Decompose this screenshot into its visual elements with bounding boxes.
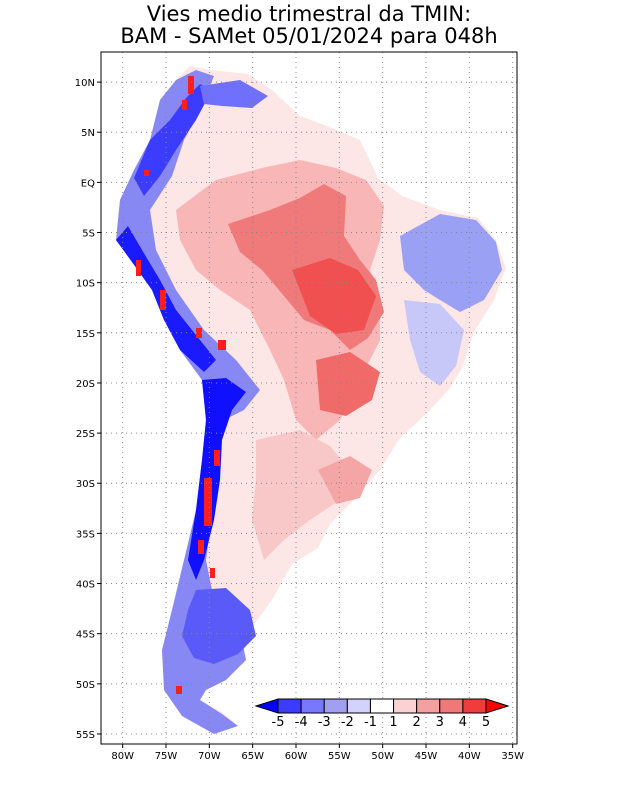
- colorbar-high-arrow: [485, 698, 510, 714]
- lon-tick-label: 50W: [371, 751, 394, 762]
- lon-tick-label: 40W: [458, 751, 481, 762]
- lat-tick-label: 5S: [82, 229, 95, 240]
- colorbar-label: -2: [341, 715, 354, 730]
- lon-tick-label: 75W: [155, 751, 178, 762]
- andes-positive-speckles: [136, 76, 226, 694]
- colorbar-segment: [346, 698, 371, 714]
- lat-tick-label: 10N: [75, 78, 95, 89]
- colorbar-label: 1: [389, 715, 397, 730]
- colombia-negative: [134, 84, 212, 196]
- colorbar-segment: [416, 698, 441, 714]
- lat-tick-label: 20S: [76, 379, 95, 390]
- colorbar-label: -4: [295, 715, 308, 730]
- lat-tick-label: 5N: [81, 128, 95, 139]
- uruguay-positive: [318, 456, 372, 504]
- lon-tick-label: 35W: [501, 751, 524, 762]
- colorbar-segment: [462, 698, 487, 714]
- colorbar-segment: [277, 698, 302, 714]
- colorbar-label: -1: [364, 715, 377, 730]
- colorbar-label: 4: [459, 715, 467, 730]
- lat-tick-label: 30S: [76, 479, 95, 490]
- colorbar-label: -3: [318, 715, 331, 730]
- east-brazil-negative: [404, 300, 464, 386]
- lat-tick-label: 50S: [76, 680, 95, 691]
- colorbar-label: -5: [272, 715, 285, 730]
- lat-tick-label: 45S: [76, 630, 95, 641]
- andes-negative-band: [116, 70, 260, 734]
- mato-grosso-positive: [292, 258, 376, 334]
- colorbar-label: 5: [482, 715, 490, 730]
- lon-tick-label: 80W: [111, 751, 134, 762]
- lon-tick-label: 55W: [328, 751, 351, 762]
- lat-tick-label: 55S: [76, 730, 95, 741]
- lon-tick-label: 60W: [285, 751, 308, 762]
- map-title-line-2: BAM - SAMet 05/01/2024 para 048h: [120, 24, 498, 48]
- colorbar-segment: [439, 698, 464, 714]
- colorbar-segment: [393, 698, 418, 714]
- lat-tick-label: 15S: [76, 329, 95, 340]
- colorbar: -5 -4 -3 -2 -1 1 2 3 4 5: [254, 698, 510, 730]
- map-field: [116, 66, 506, 734]
- lat-tick-label: EQ: [81, 178, 95, 189]
- pampas-positive: [252, 430, 350, 560]
- lat-tick-label: 10S: [76, 279, 95, 290]
- caribbean-negative: [200, 80, 268, 108]
- lat-tick-label: 40S: [76, 580, 95, 591]
- parana-positive: [316, 352, 380, 416]
- lon-tick-label: 70W: [198, 751, 221, 762]
- map-title-line-1: Vies medio trimestral da TMIN:: [146, 2, 472, 26]
- map-axis-ticks: 80W 75W 70W 65W 60W 55W 50W 45W 40W 35W 10N 5N EQ 5S 1…: [75, 78, 524, 762]
- patagonia-negative: [182, 588, 256, 664]
- lat-tick-label: 25S: [76, 429, 95, 440]
- map-frame: [100, 51, 518, 745]
- lon-tick-label: 45W: [415, 751, 438, 762]
- colorbar-segment: [323, 698, 348, 714]
- colorbar-segment: [300, 698, 325, 714]
- colorbar-label: 3: [436, 715, 444, 730]
- map-grid: [101, 52, 517, 744]
- chile-strong-negative: [188, 378, 246, 580]
- lon-tick-label: 65W: [241, 751, 264, 762]
- colorbar-label: 2: [413, 715, 421, 730]
- lat-tick-label: 35S: [76, 529, 95, 540]
- colorbar-segment: [369, 698, 395, 714]
